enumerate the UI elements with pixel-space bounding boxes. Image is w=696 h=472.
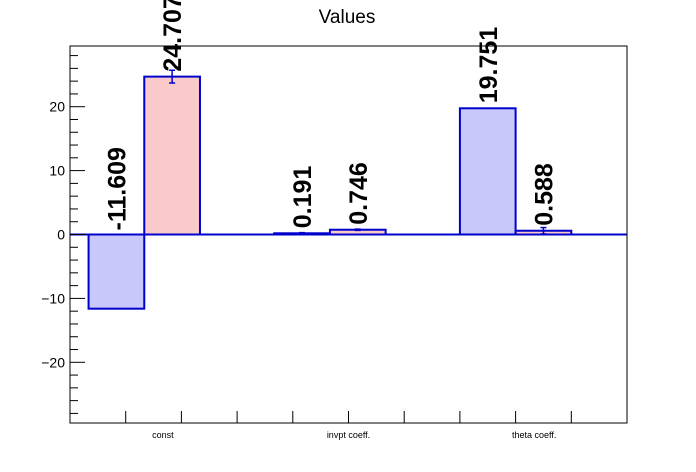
y-tick-label: −20 [41,354,65,370]
y-axis: −20 −10 0 10 20 [41,55,85,414]
value-label: 0.588 [530,163,558,226]
x-tick-label: const [152,430,174,440]
value-labels-layer: -11.609 0.191 19.751 24.707 0.746 0.588 [103,0,558,231]
bar [143,75,201,236]
y-tick-label: 0 [57,227,65,243]
y-tick-label: −10 [41,290,65,306]
value-label: 0.746 [345,162,373,225]
value-label: -11.609 [103,147,131,230]
x-axis: const invpt coeff. theta coeff. [125,411,572,440]
x-tick-label: invpt coeff. [327,430,370,440]
value-label: 19.751 [475,27,503,104]
bar [87,233,146,310]
chart-title: Values [319,7,376,28]
x-tick-label: theta coeff. [512,430,556,440]
value-label: 24.707 [159,0,187,72]
value-label: 0.191 [289,166,317,229]
y-tick-label: 10 [49,163,65,179]
y-tick-label: 20 [49,99,65,115]
bar [458,107,517,236]
bars-layer [87,75,573,310]
